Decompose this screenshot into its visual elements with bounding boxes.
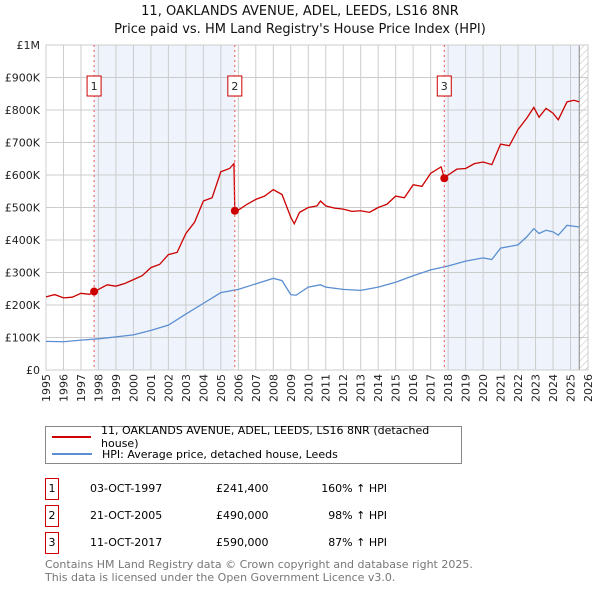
x-tick-label: 2024 bbox=[547, 374, 560, 402]
transaction-price: £490,000 bbox=[216, 509, 269, 522]
legend-label: HPI: Average price, detached house, Leed… bbox=[102, 447, 338, 461]
y-tick-label: £0 bbox=[26, 364, 40, 377]
sale-label: 2 bbox=[231, 80, 238, 93]
x-tick-label: 2020 bbox=[477, 374, 490, 402]
y-tick-label: £800K bbox=[5, 104, 41, 117]
y-tick-label: £300K bbox=[5, 267, 41, 280]
x-tick-label: 2018 bbox=[442, 374, 455, 402]
transaction-date: 11-OCT-2017 bbox=[90, 536, 163, 549]
legend: 11, OAKLANDS AVENUE, ADEL, LEEDS, LS16 8… bbox=[45, 424, 462, 464]
x-tick-label: 1996 bbox=[57, 374, 70, 402]
transaction-price: £590,000 bbox=[216, 536, 269, 549]
legend-item-property: 11, OAKLANDS AVENUE, ADEL, LEEDS, LS16 8… bbox=[52, 424, 461, 450]
x-tick-label: 2026 bbox=[582, 374, 595, 402]
x-tick-label: 1999 bbox=[110, 374, 123, 402]
x-tick-label: 2009 bbox=[285, 374, 298, 402]
x-tick-label: 2022 bbox=[512, 374, 525, 402]
x-tick-label: 2015 bbox=[390, 374, 403, 402]
x-tick-label: 2000 bbox=[127, 374, 140, 402]
x-tick-label: 2002 bbox=[162, 374, 175, 402]
marker-badge: 3 bbox=[45, 532, 59, 554]
footer: Contains HM Land Registry data © Crown c… bbox=[45, 558, 473, 584]
x-tick-label: 2003 bbox=[180, 374, 193, 402]
transaction-date: 21-OCT-2005 bbox=[90, 509, 163, 522]
x-tick-label: 2016 bbox=[407, 374, 420, 402]
footer-line: This data is licensed under the Open Gov… bbox=[45, 571, 396, 584]
sale-label: 1 bbox=[91, 80, 98, 93]
x-tick-label: 2019 bbox=[460, 374, 473, 402]
transaction-row: 1 03-OCT-1997 £241,400 160% ↑ HPI bbox=[45, 478, 445, 500]
blue-line-swatch bbox=[52, 453, 92, 455]
x-tick-label: 2011 bbox=[320, 374, 333, 402]
footer-line: Contains HM Land Registry data © Crown c… bbox=[45, 558, 473, 571]
sale-point bbox=[90, 287, 99, 296]
hpi-line bbox=[45, 224, 580, 343]
sale-point bbox=[230, 206, 239, 215]
sale-label: 3 bbox=[441, 80, 448, 93]
chart-subtitle: Price paid vs. HM Land Registry's House … bbox=[114, 22, 486, 37]
y-tick-label: £700K bbox=[5, 137, 41, 150]
sale-label-box bbox=[86, 75, 102, 97]
y-tick-label: £900K bbox=[5, 72, 41, 85]
x-tick-label: 2021 bbox=[495, 374, 508, 402]
y-tick-label: £200K bbox=[5, 299, 41, 312]
chart-title: 11, OAKLANDS AVENUE, ADEL, LEEDS, LS16 8… bbox=[141, 4, 459, 19]
x-tick-label: 2013 bbox=[355, 374, 368, 402]
x-tick-label: 2007 bbox=[250, 374, 263, 402]
red-line-swatch bbox=[52, 436, 92, 438]
x-tick-label: 2006 bbox=[232, 374, 245, 402]
transaction-row: 3 11-OCT-2017 £590,000 87% ↑ HPI bbox=[45, 532, 445, 554]
sale-point bbox=[440, 174, 449, 183]
x-tick-label: 2025 bbox=[565, 374, 578, 402]
x-tick-label: 2004 bbox=[197, 374, 210, 402]
x-tick-label: 1997 bbox=[75, 374, 88, 402]
marker-badge: 2 bbox=[45, 505, 59, 527]
y-tick-label: £100K bbox=[5, 332, 41, 345]
y-tick-label: £1M bbox=[17, 39, 41, 52]
transaction-date: 03-OCT-1997 bbox=[90, 482, 163, 495]
x-tick-label: 2005 bbox=[215, 374, 228, 402]
x-tick-label: 2012 bbox=[337, 374, 350, 402]
x-tick-label: 2010 bbox=[302, 374, 315, 402]
x-tick-label: 2001 bbox=[145, 374, 158, 402]
y-tick-label: £500K bbox=[5, 202, 41, 215]
transaction-hpi-diff: 87% ↑ HPI bbox=[328, 536, 387, 549]
transaction-hpi-diff: 160% ↑ HPI bbox=[321, 482, 387, 495]
price-chart: 1995 1996 1997 1998 1999 2000 2001 2002 2003 2004… bbox=[5, 39, 595, 402]
transaction-row: 2 21-OCT-2005 £490,000 98% ↑ HPI bbox=[45, 505, 445, 527]
sale-label-box bbox=[436, 75, 452, 97]
transaction-hpi-diff: 98% ↑ HPI bbox=[328, 509, 387, 522]
legend-label: 11, OAKLANDS AVENUE, ADEL, LEEDS, LS16 8… bbox=[101, 424, 430, 450]
x-tick-label: 1995 bbox=[40, 374, 53, 402]
sale-label-box bbox=[227, 75, 243, 97]
property-price-line bbox=[45, 99, 580, 299]
transaction-price: £241,400 bbox=[216, 482, 269, 495]
plot-frame bbox=[45, 44, 589, 371]
marker-badge: 1 bbox=[45, 478, 59, 500]
x-tick-label: 2023 bbox=[530, 374, 543, 402]
y-tick-label: £400K bbox=[5, 234, 41, 247]
x-tick-label: 2014 bbox=[372, 374, 385, 402]
x-tick-label: 1998 bbox=[92, 374, 105, 402]
x-tick-label: 2008 bbox=[267, 374, 280, 402]
x-tick-label: 2017 bbox=[425, 374, 438, 402]
y-tick-label: £600K bbox=[5, 169, 41, 182]
legend-item-hpi: HPI: Average price, detached house, Leed… bbox=[52, 446, 338, 462]
